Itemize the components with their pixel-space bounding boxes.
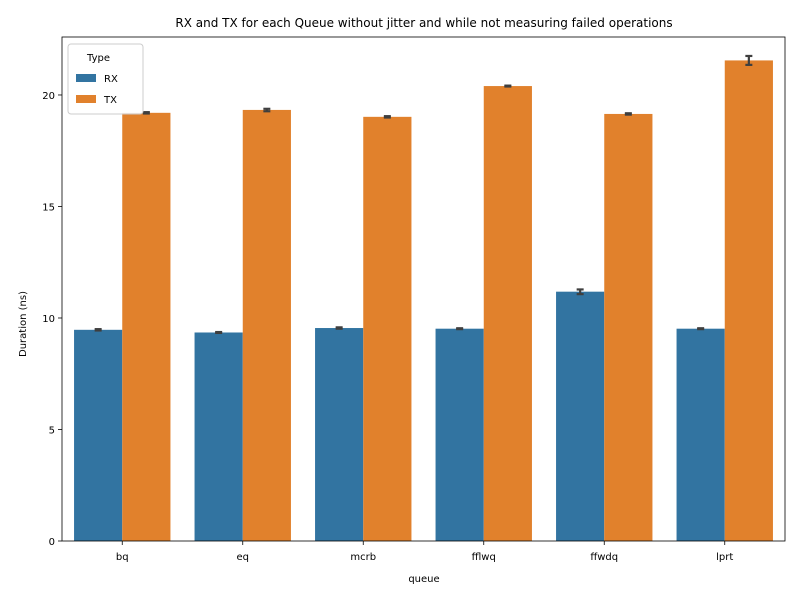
legend-swatch-rx	[76, 74, 96, 82]
bar-tx-bq	[122, 112, 171, 542]
error-bar-tx-ffwdq	[624, 112, 632, 116]
error-bar-tx-lprt	[745, 54, 753, 66]
bar-rx-ffwdq	[556, 291, 605, 541]
y-tick-label: 15	[42, 202, 55, 213]
x-axis: bq eq mcrb fflwq ffwdq lprt	[116, 541, 733, 563]
x-tick-label: bq	[116, 552, 129, 563]
x-tick-label: eq	[237, 552, 250, 563]
y-axis-label: Duration (ns)	[18, 291, 29, 357]
error-bar-tx-bq	[142, 111, 150, 115]
error-bar-rx-bq	[94, 328, 102, 332]
error-bar-rx-mcrb	[335, 326, 343, 330]
error-bar-rx-eq	[215, 330, 223, 335]
legend: Type RX TX	[67, 43, 144, 115]
error-bar-rx-ffwdq	[576, 288, 584, 296]
y-axis: 0 5 10 15 20	[42, 91, 62, 548]
plot-area	[61, 36, 786, 542]
bar-tx-lprt	[724, 60, 773, 542]
y-tick-label: 20	[42, 91, 55, 102]
bar-tx-fflwq	[483, 86, 532, 541]
plot-frame	[61, 36, 786, 542]
x-tick-label: lprt	[716, 552, 733, 563]
legend-swatch-tx	[76, 95, 96, 103]
error-bar-tx-mcrb	[383, 115, 391, 119]
legend-title: Type	[86, 53, 110, 64]
error-bar-tx-fflwq	[504, 84, 512, 88]
bar-tx-mcrb	[363, 116, 412, 542]
bar-rx-eq	[194, 332, 243, 541]
legend-label-tx: TX	[103, 95, 117, 106]
x-tick-label: ffwdq	[590, 552, 618, 563]
y-tick-label: 5	[49, 425, 55, 436]
legend-label-rx: RX	[104, 74, 118, 85]
bar-rx-bq	[74, 329, 123, 541]
y-tick-label: 10	[42, 314, 55, 325]
x-tick-label: fflwq	[472, 552, 496, 563]
error-bar-rx-fflwq	[456, 327, 464, 331]
bar-tx-eq	[242, 109, 291, 542]
bar-rx-fflwq	[435, 328, 484, 541]
x-tick-label: mcrb	[350, 552, 376, 563]
bar-rx-lprt	[676, 328, 725, 541]
error-bar-rx-lprt	[697, 327, 705, 331]
bar-tx-ffwdq	[604, 113, 653, 541]
x-axis-label: queue	[408, 574, 439, 585]
bar-rx-mcrb	[315, 328, 364, 541]
chart-title: RX and TX for each Queue without jitter …	[175, 16, 672, 30]
y-tick-label: 0	[49, 537, 55, 548]
error-bar-tx-eq	[263, 107, 271, 113]
